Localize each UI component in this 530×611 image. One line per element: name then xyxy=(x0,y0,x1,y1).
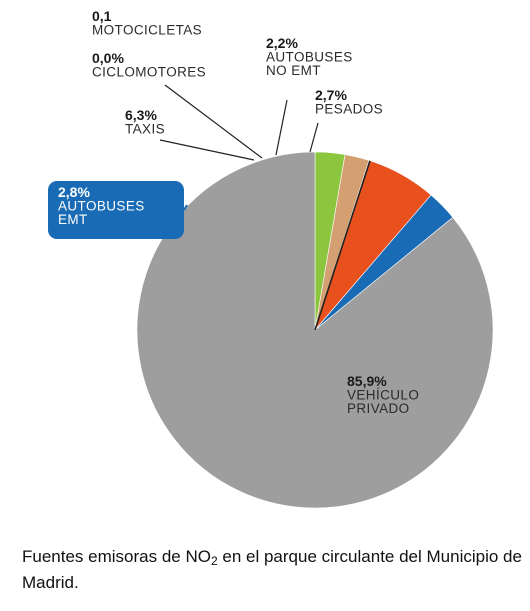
leader-line xyxy=(159,139,255,161)
highlight-connector xyxy=(183,204,188,211)
pie-slice-divider-motos xyxy=(314,160,371,331)
chart-caption: Fuentes emisoras de NO2 en el parque cir… xyxy=(22,544,522,596)
slice-name-label: CICLOMOTORES xyxy=(92,65,206,80)
slice-label-ciclomotores: 0,0%CICLOMOTORES xyxy=(92,50,206,80)
slice-value-label: 2,7% xyxy=(315,87,347,103)
slice-label-taxis: 6,3%TAXIS xyxy=(125,107,255,161)
slice-name-label: MOTOCICLETAS xyxy=(92,23,202,38)
caption-text-end: en el parque circulante del Municipio de… xyxy=(22,547,522,592)
caption-subscript: 2 xyxy=(210,554,218,568)
slice-value-label: 85,9% xyxy=(347,373,387,389)
caption-text: Fuentes emisoras de NO xyxy=(22,547,211,566)
highlight-box xyxy=(48,181,184,239)
slice-name-label: AUTOBUSES xyxy=(266,50,353,65)
leader-line xyxy=(275,99,288,156)
slice-name-label: TAXIS xyxy=(125,122,165,137)
pie-chart: 85,9%VEHÍCULOPRIVADO2,8%AUTOBUSESEMT6,3%… xyxy=(48,8,494,509)
slice-name-label: PESADOS xyxy=(315,102,383,117)
slice-name-label: VEHÍCULO xyxy=(347,388,419,403)
slice-name-label: PRIVADO xyxy=(347,401,410,416)
leader-line xyxy=(309,122,319,153)
slice-value-label: 6,3% xyxy=(125,107,157,123)
slice-value-label: 2,2% xyxy=(266,35,298,51)
slice-value-label: 0,1 xyxy=(92,8,112,24)
leader-line-ciclomotores xyxy=(164,84,263,159)
slice-value-label: 0,0% xyxy=(92,50,124,66)
slice-value-label: 2,8% xyxy=(58,184,90,200)
slice-name-label: NO EMT xyxy=(266,63,321,78)
slice-name-label: AUTOBUSES xyxy=(58,199,145,214)
slice-label-pesados: 2,7%PESADOS xyxy=(309,87,383,153)
slice-name-label: EMT xyxy=(58,212,88,227)
